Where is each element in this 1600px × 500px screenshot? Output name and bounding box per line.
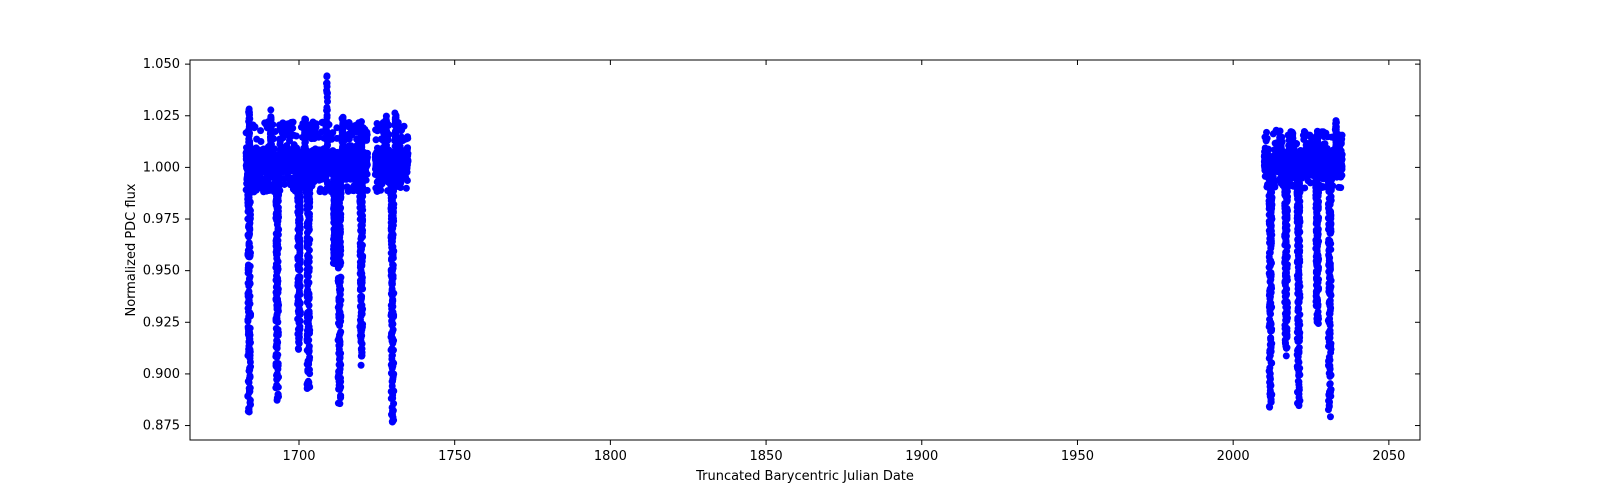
x-tick-label: 1900 bbox=[905, 449, 938, 464]
y-axis-label: Normalized PDC flux bbox=[124, 183, 139, 316]
y-tick-label: 1.050 bbox=[143, 57, 180, 72]
y-tick-label: 0.900 bbox=[143, 367, 180, 382]
y-tick-label: 1.025 bbox=[143, 109, 180, 124]
lightcurve-chart: 1700 1750 1800 1850 1900 1950 2000 2050 0.875 0.9… bbox=[0, 0, 1600, 500]
x-axis-label: Truncated Barycentric Julian Date bbox=[695, 469, 914, 484]
x-tick-label: 1950 bbox=[1061, 449, 1094, 464]
x-tick-label: 1750 bbox=[438, 449, 471, 464]
chart-svg: 1700 1750 1800 1850 1900 1950 2000 2050 0.875 0.9… bbox=[0, 0, 1600, 500]
y-tick-label: 0.925 bbox=[143, 315, 180, 330]
y-tick-label: 0.975 bbox=[143, 212, 180, 227]
x-tick-label: 1800 bbox=[594, 449, 627, 464]
x-tick-label: 2000 bbox=[1217, 449, 1250, 464]
y-tick-label: 0.950 bbox=[143, 264, 180, 279]
plot-border bbox=[190, 60, 1420, 440]
x-tick-label: 1700 bbox=[282, 449, 315, 464]
data-series bbox=[243, 72, 1346, 425]
y-tick-label: 1.000 bbox=[143, 160, 180, 175]
x-tick-label: 1850 bbox=[750, 449, 783, 464]
y-tick-label: 0.875 bbox=[143, 419, 180, 434]
x-tick-label: 2050 bbox=[1372, 449, 1405, 464]
